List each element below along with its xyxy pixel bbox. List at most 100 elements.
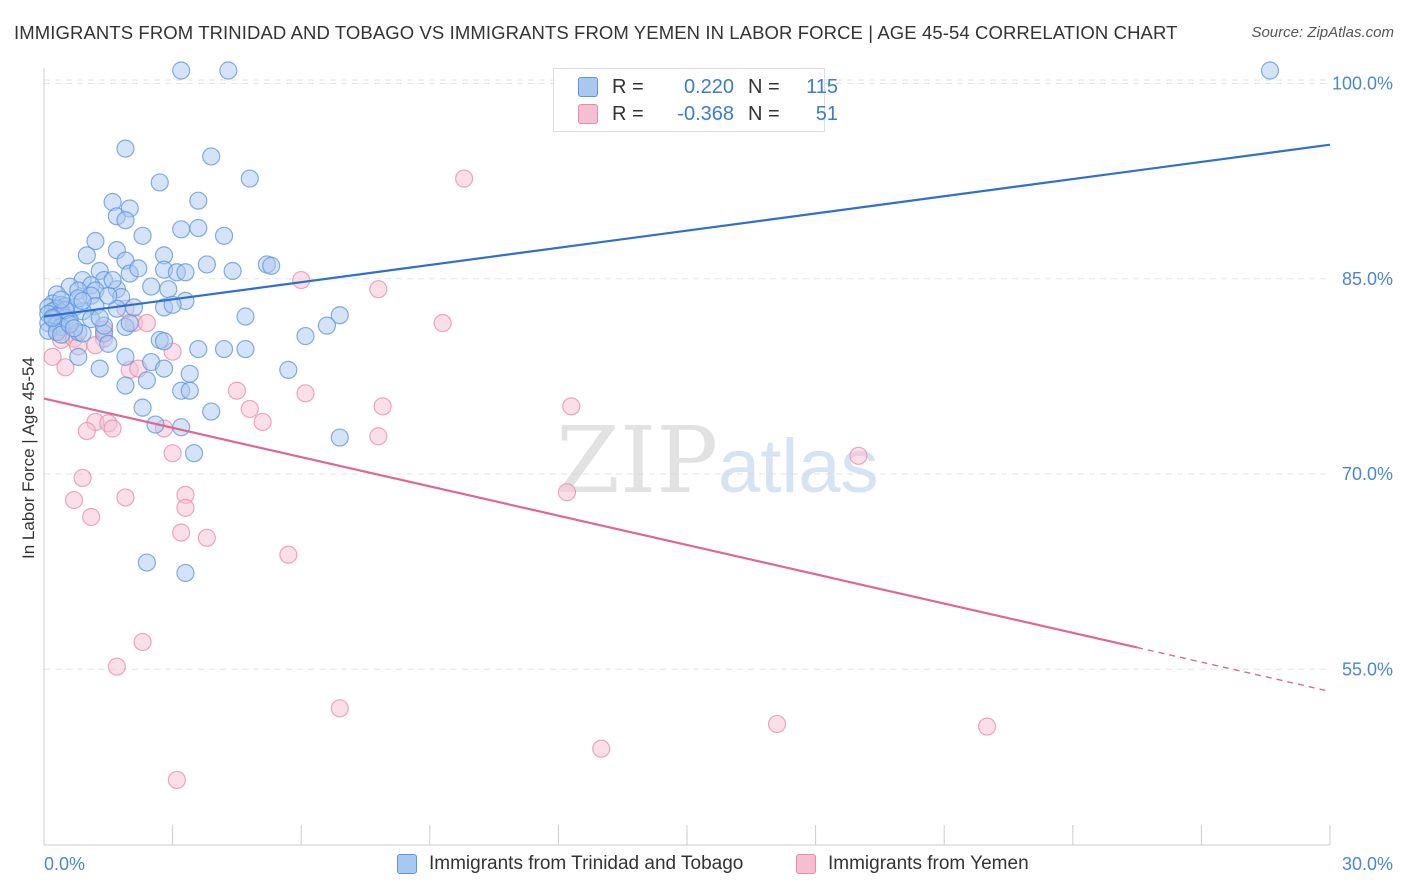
grid-layer — [44, 79, 1330, 670]
bottom-legend-label-series1: Immigrants from Trinidad and Tobago — [429, 853, 744, 874]
series1-point — [1260, 61, 1280, 80]
x-tick-label: 30.0% — [1342, 854, 1393, 874]
series2-point — [116, 488, 135, 507]
series2-point — [454, 169, 474, 188]
series1-point — [159, 280, 178, 299]
series2-trend-line — [43, 397, 1138, 649]
series2-point — [227, 381, 246, 400]
source-label: Source: ZipAtlas.com — [1251, 24, 1394, 41]
series1-point — [184, 444, 204, 463]
series1-point — [133, 226, 152, 245]
series1-point — [133, 398, 152, 417]
series1-point — [64, 319, 84, 338]
bottom-legend-label-series2: Immigrants from Yemen — [828, 853, 1029, 874]
series2-point — [767, 714, 787, 734]
bottom-legend-series1: Immigrants from Trinidad and Tobago — [397, 851, 743, 877]
series1-point — [103, 270, 122, 290]
series1-point — [189, 339, 208, 359]
series1-trend-line — [43, 143, 1331, 318]
series1-point — [154, 359, 174, 378]
series1-point — [189, 218, 208, 238]
series1-point — [99, 334, 118, 353]
chart-title: IMMIGRANTS FROM TRINIDAD AND TOBAGO VS I… — [14, 22, 1178, 43]
axis-layer: 100.0% 85.0% 70.0% 55.0% 0.0% 30.0% — [43, 68, 1393, 874]
series2-point — [103, 419, 122, 438]
series1-point — [86, 231, 105, 251]
series1-point — [172, 418, 191, 437]
legend-swatch-series1 — [578, 77, 598, 97]
series2-point — [592, 739, 611, 758]
series2-point — [56, 358, 75, 377]
watermark-zip: ZIP — [556, 407, 718, 514]
series2-point — [977, 717, 997, 736]
bottom-legend-swatch-series2 — [796, 854, 816, 874]
series2-point — [176, 498, 195, 517]
series1-point — [317, 316, 337, 335]
series2-point — [849, 446, 868, 465]
series1-point — [180, 381, 199, 400]
series1-point — [296, 326, 315, 346]
series2-point — [167, 770, 186, 790]
legend-r-value: 0.220 — [683, 75, 734, 98]
series1-point — [176, 263, 195, 282]
series2-point — [43, 347, 62, 366]
legend-r-value: -0.368 — [677, 102, 734, 125]
series1-point — [116, 139, 135, 158]
series2-point — [296, 384, 315, 403]
series1-point — [150, 173, 169, 192]
series2-point — [330, 699, 349, 718]
series2-point — [82, 507, 101, 527]
series1-point — [172, 61, 191, 80]
series2-point — [557, 483, 577, 502]
series1-point — [240, 169, 259, 188]
y-axis-label: In Labor Force | Age 45-54 — [19, 357, 38, 559]
series2-point — [240, 399, 259, 419]
series1-point — [73, 291, 92, 311]
series1-point — [77, 246, 96, 265]
legend-row-series1: R = 0.220 N = 115 — [578, 74, 838, 100]
series1-point — [176, 563, 195, 583]
label-layer: In Labor Force | Age 45-54 — [19, 357, 38, 559]
series2-point — [279, 545, 298, 564]
legend-r-label: R = — [612, 102, 644, 125]
series1-point — [137, 371, 156, 390]
series1-point — [202, 147, 221, 166]
bottom-legend-swatch-series1 — [397, 854, 417, 874]
points-layer — [39, 61, 1280, 790]
series1-point — [124, 298, 144, 317]
series1-point — [90, 308, 109, 327]
legend-n-value: 51 — [815, 102, 838, 125]
series1-point — [236, 307, 255, 326]
legend-n-value: 115 — [806, 75, 838, 98]
series1-point — [120, 313, 139, 333]
series2-point — [64, 490, 84, 510]
trend-layer — [43, 143, 1331, 693]
watermark-atlas: atlas — [718, 424, 879, 509]
legend-n-label: N = — [748, 75, 780, 98]
series2-point — [369, 427, 388, 446]
legend-r-label: R = — [612, 75, 644, 98]
watermark: ZIP atlas — [556, 407, 879, 514]
series1-point — [236, 339, 255, 359]
series1-point — [189, 191, 208, 210]
series2-point — [369, 280, 388, 299]
y-tick-label: 100.0% — [1332, 74, 1393, 94]
series2-point — [137, 313, 156, 333]
series1-point — [116, 376, 135, 395]
series1-point — [223, 261, 242, 281]
series1-point — [330, 306, 349, 325]
bottom-legend-series2: Immigrants from Yemen — [796, 851, 1029, 877]
series1-point — [202, 402, 221, 421]
series1-point — [214, 226, 234, 245]
series2-point — [163, 444, 182, 463]
series1-point — [279, 360, 298, 379]
series2-point — [253, 412, 272, 432]
legend-swatch-series2 — [578, 104, 598, 124]
series1-point — [99, 286, 118, 305]
x-tick-label: 0.0% — [44, 854, 85, 874]
legend-n-label: N = — [748, 102, 780, 125]
series2-point — [433, 313, 452, 333]
series2-point — [172, 523, 191, 542]
series2-point — [133, 632, 152, 652]
